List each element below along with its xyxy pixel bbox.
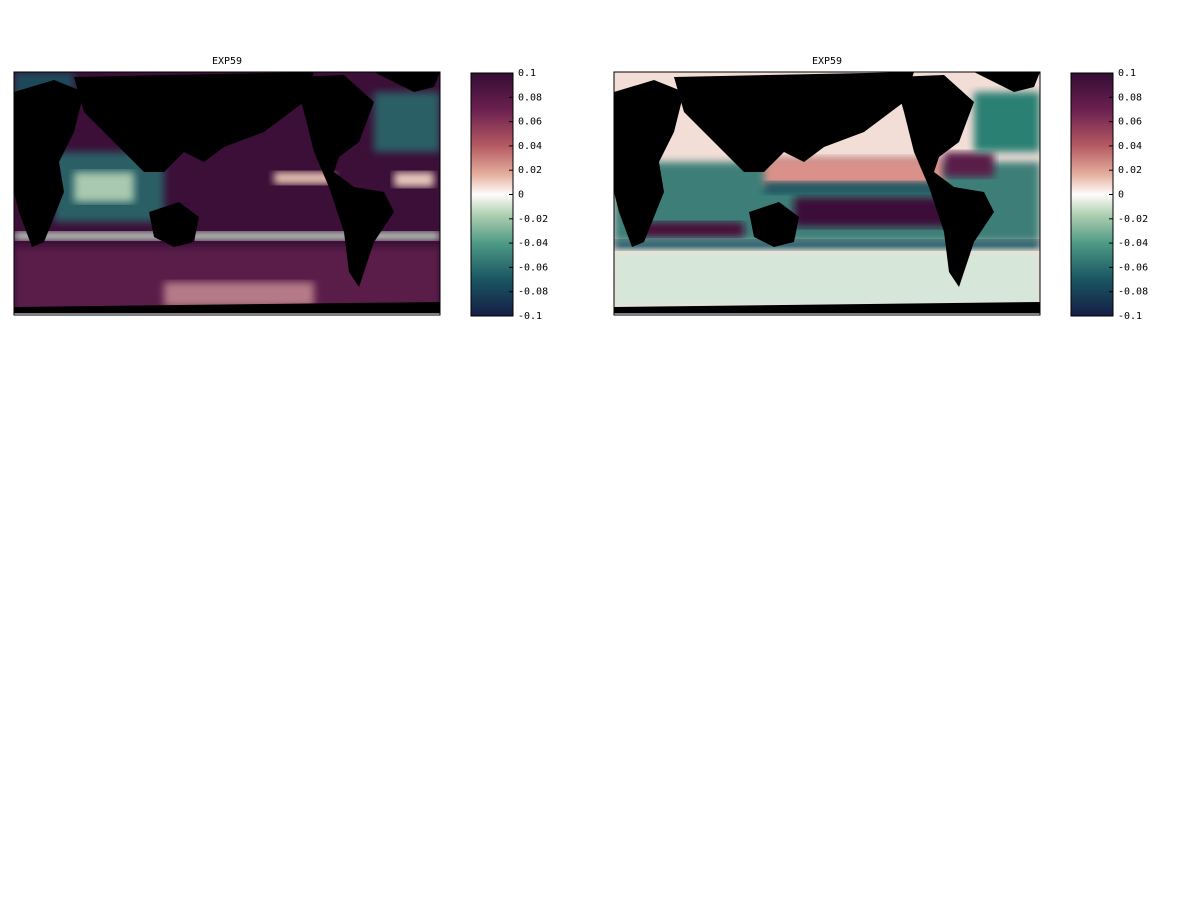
colorbar-tick-label: -0.1 [518, 311, 542, 322]
colorbar-tick-label: -0.04 [1118, 238, 1148, 249]
ocean-field [374, 92, 440, 152]
map-frame [613, 71, 1041, 316]
panel-title: EXP59 [812, 56, 842, 67]
land [14, 302, 440, 315]
ocean-field [974, 92, 1040, 152]
map-panel: EXP59 0.1 0.08 0.06 0.04 0.02 0 -0.02 -0.04 -0.06… [13, 56, 548, 322]
ocean-field [794, 197, 954, 227]
colorbar-tick-label: 0.1 [518, 68, 536, 79]
land [14, 80, 84, 247]
map-field [14, 72, 440, 315]
colorbar-tick-label: 0.04 [1118, 141, 1142, 152]
ocean-field [764, 182, 944, 194]
ocean-field [614, 240, 1040, 250]
colorbar [1070, 72, 1114, 317]
colorbar-tick-label: -0.1 [1118, 311, 1142, 322]
ocean-field [634, 222, 744, 237]
colorbar-tick-label: -0.08 [518, 287, 548, 298]
colorbar-tick-label: 0.06 [518, 117, 542, 128]
colorbar-tick-label: -0.08 [1118, 287, 1148, 298]
colorbar-tick-label: 0 [1118, 190, 1124, 201]
map-field [614, 72, 1040, 315]
ocean-field [944, 152, 994, 177]
land [374, 72, 440, 92]
map-frame [13, 71, 441, 316]
colorbar [470, 72, 514, 317]
colorbar-tick-label: -0.02 [1118, 214, 1148, 225]
land [974, 72, 1040, 92]
ocean-field [274, 172, 334, 184]
colorbar-tick-label: 0.02 [518, 165, 542, 176]
colorbar-tick-label: 0 [518, 190, 524, 201]
ocean-field [164, 282, 314, 307]
colorbar-tick-label: 0.02 [1118, 165, 1142, 176]
ocean-field [394, 172, 434, 187]
land [149, 202, 199, 247]
land [74, 72, 314, 172]
colorbar-tick-label: 0.04 [518, 141, 542, 152]
panel-title: EXP59 [212, 56, 242, 67]
land [894, 75, 994, 287]
ocean-field [74, 172, 134, 202]
colorbar-tick-label: -0.06 [1118, 262, 1148, 273]
ocean-field [614, 252, 1040, 307]
land [749, 202, 799, 247]
land [614, 80, 684, 247]
colorbar-tick-label: 0.08 [518, 92, 542, 103]
colorbar-tick-label: 0.1 [1118, 68, 1136, 79]
land [674, 72, 914, 172]
ocean-field [14, 232, 440, 240]
colorbar-tick-label: -0.02 [518, 214, 548, 225]
land [294, 75, 394, 287]
map-panel: EXP59 0.1 0.08 0.06 0.04 0.02 0 -0.02 -0.04 -0.06… [613, 56, 1148, 322]
colorbar-tick-label: 0.08 [1118, 92, 1142, 103]
colorbar-tick-label: -0.04 [518, 238, 548, 249]
colorbar-tick-label: -0.06 [518, 262, 548, 273]
land [614, 302, 1040, 315]
colorbar-tick-label: 0.06 [1118, 117, 1142, 128]
